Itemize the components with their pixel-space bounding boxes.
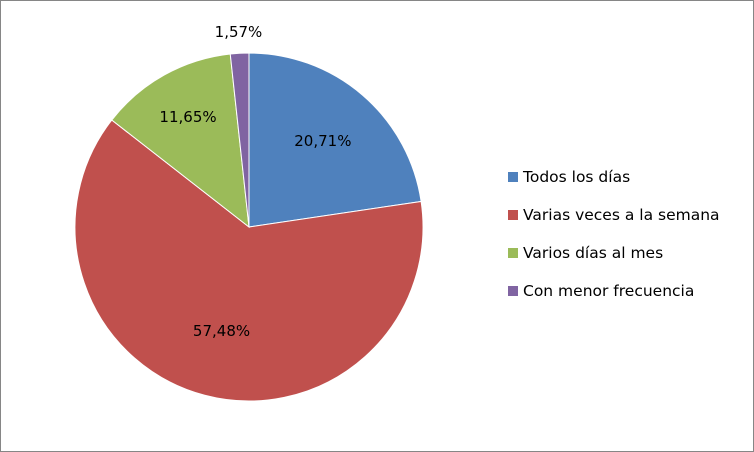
legend-swatch-icon: [508, 248, 518, 258]
data-label-4: 1,57%: [215, 23, 263, 41]
legend-label: Todos los días: [523, 168, 631, 186]
legend-label: Con menor frecuencia: [523, 282, 695, 300]
legend: Todos los días Varias veces a la semana …: [508, 158, 720, 310]
data-label-1: 20,71%: [294, 132, 351, 150]
pie-slice-1: [248, 52, 422, 228]
legend-item-con-menor-frecuencia: Con menor frecuencia: [508, 272, 720, 310]
legend-swatch-icon: [508, 172, 518, 182]
pie-slice-2: [74, 119, 424, 402]
pie-slice-4: [229, 52, 250, 228]
pie-slice-3: [111, 53, 250, 229]
legend-item-varios-dias-al-mes: Varios días al mes: [508, 234, 720, 272]
pie-slices: [74, 52, 424, 402]
legend-swatch-icon: [508, 210, 518, 220]
legend-swatch-icon: [508, 286, 518, 296]
legend-item-varias-veces-a-la-semana: Varias veces a la semana: [508, 196, 720, 234]
pie-data-labels: 20,71% 57,48% 11,65% 1,57%: [159, 23, 351, 340]
legend-label: Varias veces a la semana: [523, 206, 720, 224]
data-label-2: 57,48%: [193, 322, 250, 340]
data-label-3: 11,65%: [159, 108, 216, 126]
legend-item-todos-los-dias: Todos los días: [508, 158, 720, 196]
legend-label: Varios días al mes: [523, 244, 664, 262]
